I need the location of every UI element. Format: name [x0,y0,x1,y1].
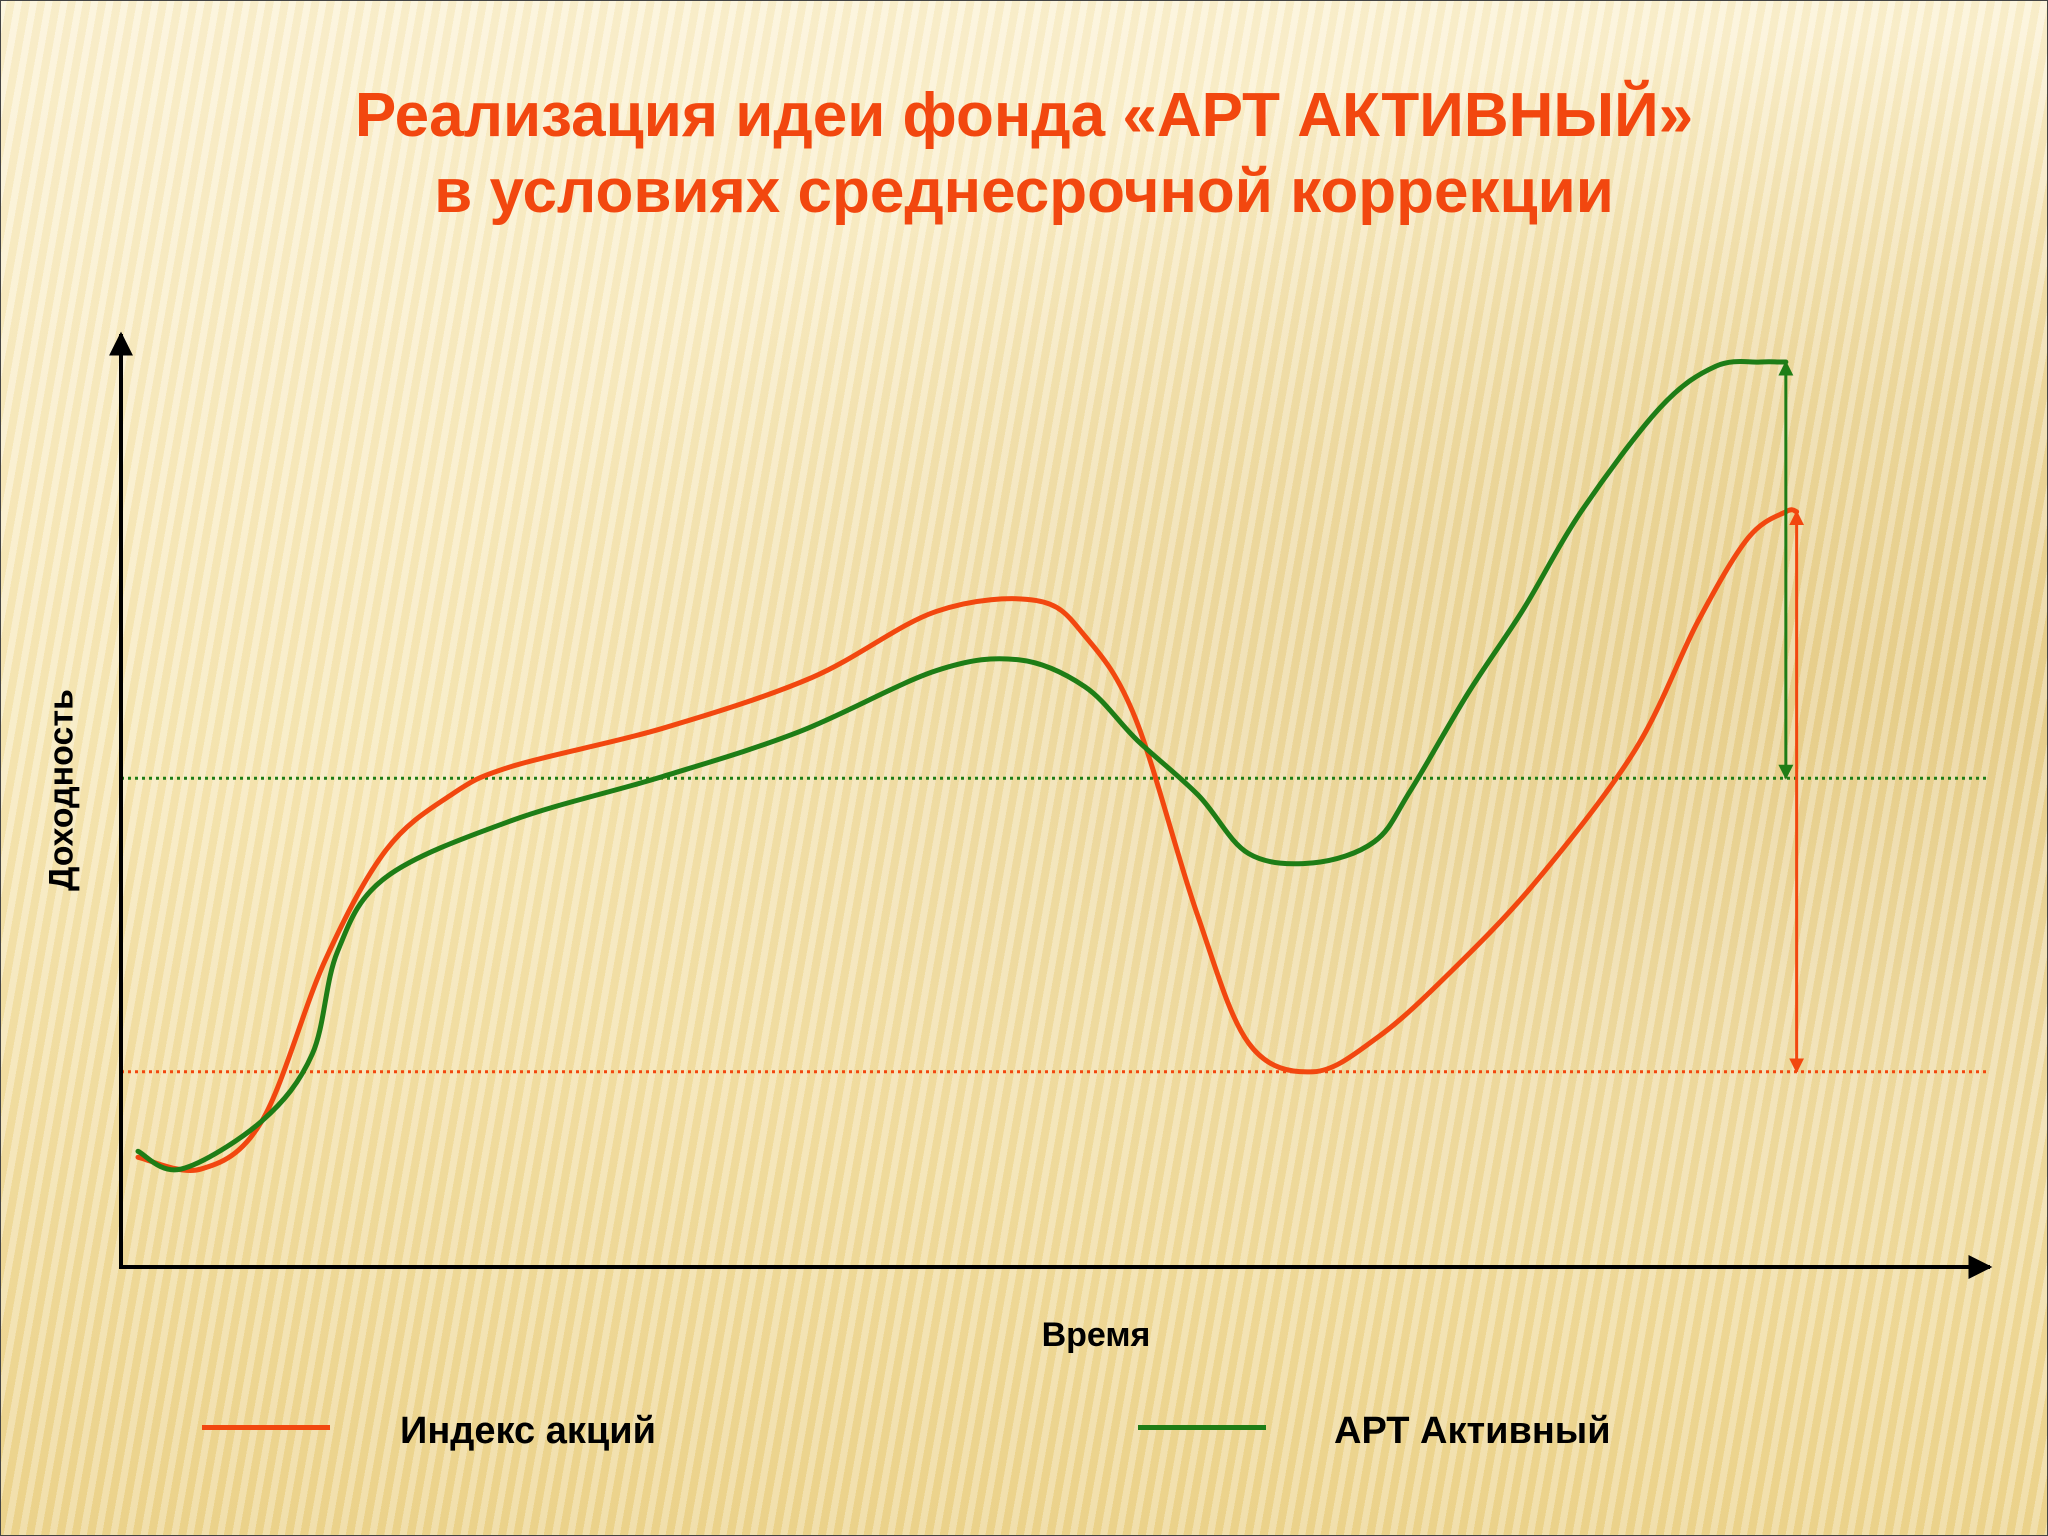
series-line-0 [135,507,1800,1173]
legend-label-index: Индекс акций [400,1410,656,1452]
x-axis-label: Время [1041,1316,1151,1354]
y-axis-label: Доходность [42,689,81,891]
series-line-1 [135,359,1789,1173]
slide-title: Реализация идеи фонда «АРТ АКТИВНЫЙ» в у… [0,78,2048,230]
slide-title-line-2: в условиях среднесрочной коррекции [434,157,1614,226]
legend-label-art: АРТ Активный [1334,1410,1611,1452]
legend-line-index [202,1425,330,1430]
legend-line-art [1138,1425,1266,1430]
slide-title-line-1: Реализация идеи фонда «АРТ АКТИВНЫЙ» [354,81,1694,150]
